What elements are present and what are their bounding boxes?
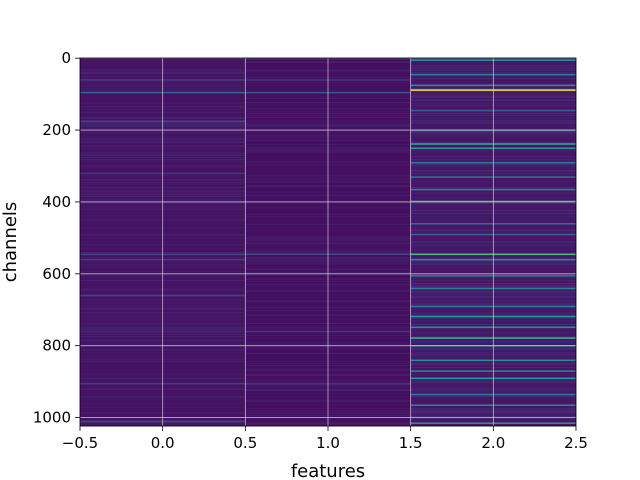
y-axis: 0 200 400 600 800 1000 xyxy=(33,49,80,427)
x-tick-label: −0.5 xyxy=(62,434,98,452)
x-tick-label: 1.0 xyxy=(316,434,340,452)
x-tick-label: 2.0 xyxy=(481,434,505,452)
x-tick-label: 0.5 xyxy=(233,434,257,452)
y-axis-label: channels xyxy=(0,202,21,283)
y-tick-label: 600 xyxy=(42,265,71,283)
y-tick-label: 1000 xyxy=(33,409,71,427)
x-tick-label: 1.5 xyxy=(399,434,423,452)
y-tick-label: 800 xyxy=(42,337,71,355)
x-tick-label: 0.0 xyxy=(151,434,175,452)
x-tick-label: 2.5 xyxy=(564,434,588,452)
x-axis: −0.5 0.0 0.5 1.0 1.5 2.0 2.5 xyxy=(62,426,588,452)
y-tick-label: 0 xyxy=(61,49,71,67)
y-tick-label: 200 xyxy=(42,121,71,139)
plot-area xyxy=(79,57,577,427)
y-tick-label: 400 xyxy=(42,193,71,211)
x-axis-label: features xyxy=(291,461,365,480)
